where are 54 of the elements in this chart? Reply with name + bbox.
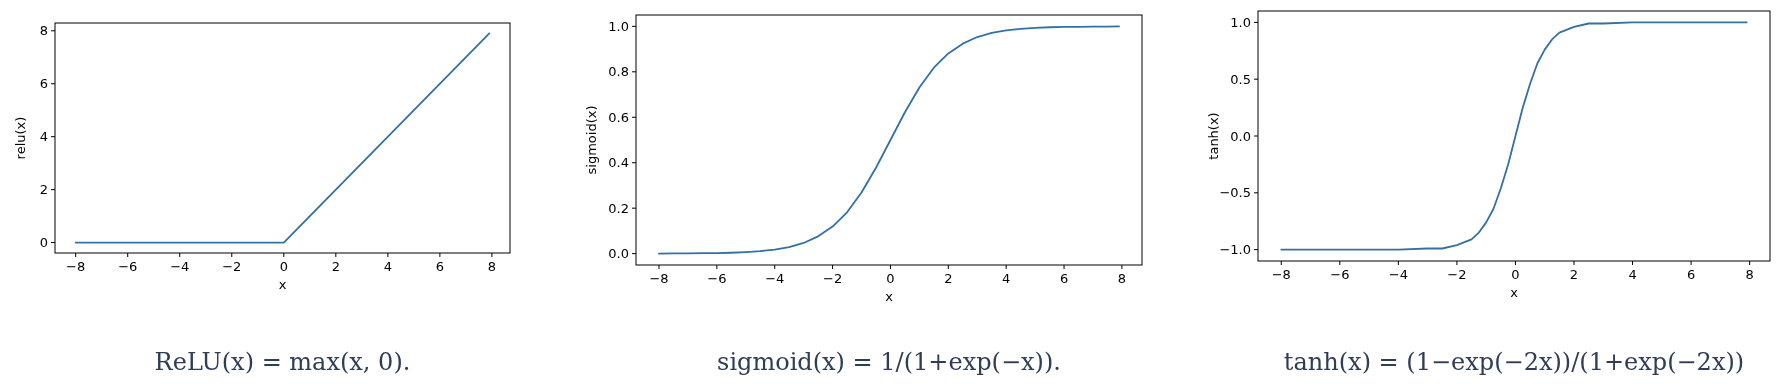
x-tick-label: −4 xyxy=(765,271,785,286)
x-tick-label: −8 xyxy=(649,271,669,286)
y-tick-label: −0.5 xyxy=(1219,185,1251,201)
x-tick-label: −4 xyxy=(1388,267,1408,282)
x-tick-label: 4 xyxy=(1628,267,1637,282)
x-axis-title: x xyxy=(278,277,287,292)
y-axis-title: relu(x) xyxy=(13,116,28,160)
line-series xyxy=(658,25,1120,255)
x-tick-label: −2 xyxy=(823,271,843,286)
y-tick-label: 8 xyxy=(39,23,48,39)
x-tick-label: 0 xyxy=(886,271,895,286)
x-axis-title: x xyxy=(1510,285,1519,300)
y-tick-label: 4 xyxy=(39,129,48,145)
y-tick-label: 0 xyxy=(39,235,48,251)
y-tick-label: 1.0 xyxy=(608,18,629,34)
y-tick-label: 0.6 xyxy=(608,109,629,125)
x-tick-label: −2 xyxy=(222,259,242,274)
y-tick-label: 1.0 xyxy=(1230,14,1251,30)
x-tick-label: 6 xyxy=(1686,267,1696,282)
y-tick-label: 0.4 xyxy=(608,155,629,171)
y-tick-label: 0.5 xyxy=(1230,71,1251,87)
y-tick-label: −1.0 xyxy=(1219,242,1251,258)
x-tick-label: −6 xyxy=(707,271,727,286)
y-axis-title: sigmoid(x) xyxy=(584,105,599,175)
y-tick-label: 2 xyxy=(39,182,48,198)
x-tick-label: 4 xyxy=(1002,271,1011,286)
x-tick-label: −4 xyxy=(170,259,190,274)
y-tick-label: 0.2 xyxy=(608,200,629,216)
y-tick-label: 0.0 xyxy=(608,246,629,262)
x-tick-label: −8 xyxy=(1271,267,1291,282)
x-tick-label: 4 xyxy=(383,259,392,274)
x-axis-title: x xyxy=(885,289,894,304)
x-tick-label: 6 xyxy=(1059,271,1069,286)
x-tick-label: −2 xyxy=(1447,267,1467,282)
y-axis-title: tanh(x) xyxy=(1206,112,1221,160)
y-tick-label: 0.8 xyxy=(608,64,629,80)
x-tick-label: 2 xyxy=(944,271,953,286)
y-tick-label: 0.0 xyxy=(1230,128,1251,144)
x-tick-label: 0 xyxy=(279,259,288,274)
x-tick-label: 8 xyxy=(1745,267,1754,282)
text: sigmoid(x) = 1/(1+exp(−x)). xyxy=(717,348,1061,376)
x-tick-label: 6 xyxy=(435,259,445,274)
text: ReLU(x) = max(x, 0). xyxy=(154,348,411,376)
x-tick-label: 2 xyxy=(1569,267,1579,282)
x-tick-label: 2 xyxy=(331,259,340,274)
x-tick-label: −6 xyxy=(1330,267,1350,282)
y-tick-label: 6 xyxy=(39,76,48,92)
text: tanh(x) = (1−exp(−2x))/(1+exp(−2x)) xyxy=(1283,348,1745,376)
x-tick-label: 8 xyxy=(487,259,497,274)
x-tick-label: 0 xyxy=(1511,267,1520,282)
line-series xyxy=(1280,21,1748,251)
x-tick-label: −6 xyxy=(118,259,138,274)
x-tick-label: −8 xyxy=(66,259,86,274)
x-tick-label: 8 xyxy=(1117,271,1127,286)
